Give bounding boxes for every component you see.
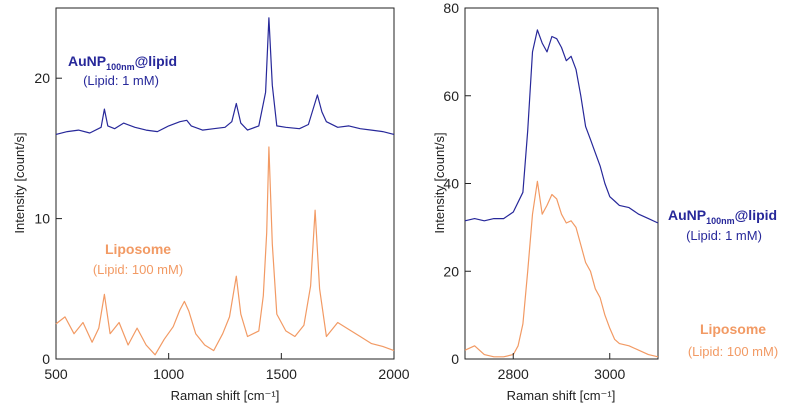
left-liposome-label: Liposome [105,241,171,257]
right-aunp-main: AuNP [668,207,706,223]
ticks-group: 500 1000 1500 2000 0 10 20 2800 3000 0 20 40 60 80 [34,0,625,382]
left-y-tick-label-0: 0 [42,351,50,367]
left-aunp-concentration: (Lipid: 1 mM) [83,73,159,88]
left-x-tick-label-1: 1000 [153,366,184,382]
left-aunp-main: AuNP [68,53,106,69]
left-x-tick-label-0: 500 [44,366,68,382]
left-series-line-1 [55,146,395,356]
right-liposome-label: Liposome [700,321,766,337]
left-plot-frame [55,7,395,360]
right-y-tick-label-4: 80 [443,0,459,16]
right-aunp-label: AuNP100nm@lipid [668,207,777,226]
right-x-tick-label-1: 3000 [594,366,625,382]
left-liposome-concentration: (Lipid: 100 mM) [93,262,183,277]
left-y-axis-label: Intensity [count/s] [12,132,27,233]
left-series-group [55,17,395,356]
left-y-tick-label-1: 10 [34,211,50,227]
right-x-axis-label: Raman shift [cm⁻¹] [507,388,616,403]
right-series-line-0 [464,29,659,224]
left-series-line-0 [55,17,395,135]
right-plot-frame [464,7,659,360]
left-aunp-tail: @lipid [135,53,177,69]
left-x-tick-label-2: 1500 [266,366,297,382]
right-series-group [464,29,659,358]
right-y-tick-label-2: 40 [443,176,459,192]
right-x-tick-label-0: 2800 [498,366,529,382]
left-aunp-subscript: 100nm [106,62,135,72]
right-liposome-concentration: (Lipid: 100 mM) [688,344,778,359]
left-x-tick-label-3: 2000 [378,366,409,382]
right-y-axis-label: Intensity [count/s] [432,132,447,233]
right-y-tick-label-1: 20 [443,263,459,279]
right-aunp-tail: @lipid [735,207,777,223]
left-aunp-label: AuNP100nm@lipid [68,53,177,72]
right-y-tick-label-0: 0 [451,351,459,367]
right-aunp-concentration: (Lipid: 1 mM) [686,228,762,243]
right-y-tick-label-3: 60 [443,88,459,104]
left-x-axis-label: Raman shift [cm⁻¹] [171,388,280,403]
right-aunp-subscript: 100nm [706,216,735,226]
right-series-line-1 [464,180,659,358]
left-y-tick-label-2: 20 [34,70,50,86]
